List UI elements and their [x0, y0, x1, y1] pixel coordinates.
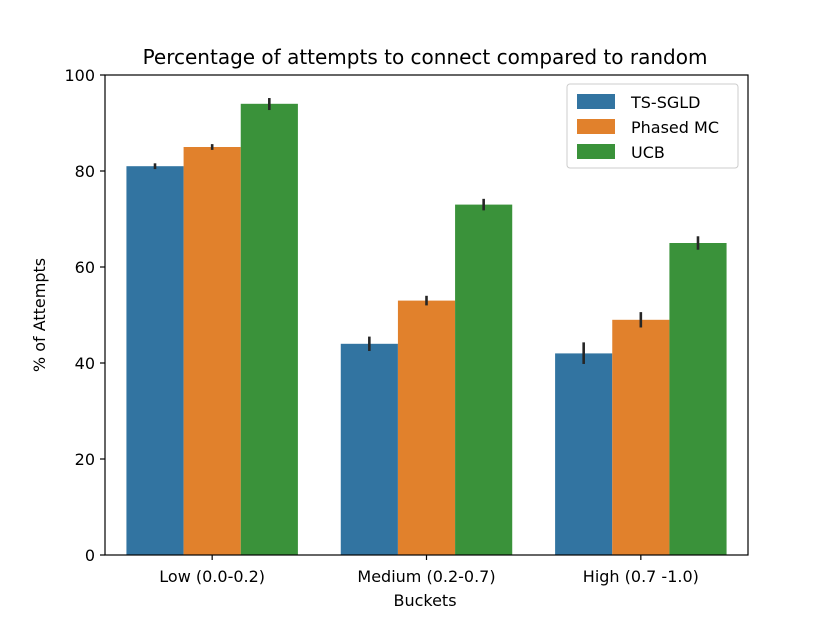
y-tick-label: 60 [75, 258, 95, 277]
legend-swatch [577, 94, 615, 109]
bar-ucb-2 [669, 243, 727, 555]
legend-label: UCB [631, 143, 665, 162]
bar-phased-mc-0 [183, 147, 241, 555]
bar-phased-mc-2 [612, 319, 670, 555]
x-tick-label: Low (0.0-0.2) [159, 567, 265, 586]
y-tick-label: 100 [64, 66, 95, 85]
legend: TS-SGLD Phased MC UCB [566, 83, 739, 169]
y-axis-label: % of Attempts [30, 258, 49, 372]
legend-label: Phased MC [631, 118, 719, 137]
x-tick-label: Medium (0.2-0.7) [357, 567, 495, 586]
y-tick-label: 20 [75, 450, 95, 469]
plot-area [104, 74, 749, 556]
legend-swatch [577, 119, 615, 134]
y-tick-label: 40 [75, 354, 95, 373]
bar-ts-sgld-1 [340, 343, 398, 555]
bar-ts-sgld-0 [126, 166, 184, 555]
y-axis: 0 20 40 60 80 100 [64, 66, 105, 565]
x-axis-label: Buckets [393, 591, 456, 610]
bar-ts-sgld-2 [555, 353, 613, 555]
bar-ucb-0 [240, 103, 298, 556]
bar-phased-mc-1 [397, 300, 456, 555]
chart-title: Percentage of attempts to connect compar… [143, 45, 708, 69]
legend-label: TS-SGLD [630, 93, 701, 112]
x-axis: Low (0.0-0.2) Medium (0.2-0.7) High (0.7 -… [159, 555, 699, 586]
bar-ucb-1 [455, 204, 513, 555]
y-tick-label: 80 [75, 162, 95, 181]
y-tick-label: 0 [85, 546, 95, 565]
legend-swatch [577, 144, 615, 159]
x-tick-label: High (0.7 -1.0) [583, 567, 699, 586]
